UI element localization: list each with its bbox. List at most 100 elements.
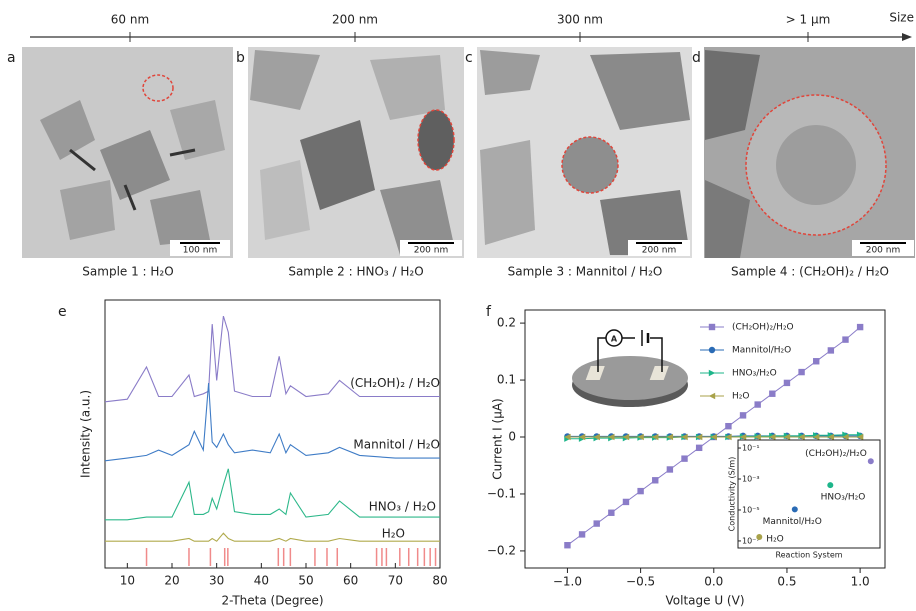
legend-label: HNO₃/H₂O: [732, 369, 777, 379]
x-tick-label: 1.0: [851, 575, 870, 589]
marker: [637, 487, 644, 495]
y-tick-label: 0.2: [497, 316, 516, 330]
legend-label: H₂O: [732, 392, 749, 402]
y-axis-label: Intensity (a.u.): [79, 390, 93, 478]
x-tick-label: 70: [388, 574, 403, 588]
panel-letter: c: [465, 50, 473, 66]
point-label: (CH₂OH)₂/H₂O: [805, 449, 867, 459]
caption: Sample 3 : Mannitol / H₂O: [508, 265, 663, 279]
caption: Sample 1 : H₂O: [82, 265, 173, 279]
plot-frame: [104, 299, 441, 569]
panel-letter: f: [486, 304, 492, 320]
marker: [798, 433, 805, 441]
size-label: 60 nm: [111, 13, 149, 27]
marker: [708, 323, 716, 331]
marker: [783, 379, 791, 387]
x-tick-label: 10: [120, 574, 135, 588]
point-label: H₂O: [766, 534, 783, 544]
x-tick-label: 50: [298, 574, 313, 588]
marker: [652, 477, 659, 484]
marker: [708, 392, 716, 400]
x-tick-label: 60: [343, 574, 358, 588]
x-tick-label: −0.5: [626, 575, 655, 589]
tem-image: [22, 47, 233, 258]
marker: [842, 336, 849, 343]
marker: [564, 542, 571, 549]
size-title: Size: [889, 11, 914, 25]
svg-text:A: A: [611, 335, 618, 344]
x-tick-label: 40: [254, 574, 269, 588]
y-tick-label: −0.1: [487, 486, 516, 500]
legend-label: Mannitol/H₂O: [732, 346, 791, 356]
size-label: 200 nm: [332, 13, 378, 27]
y-tick-label: 10⁻⁷: [742, 536, 760, 545]
series-label: HNO₃ / H₂O: [369, 500, 436, 514]
x-tick-label: 20: [164, 574, 179, 588]
point: [827, 482, 834, 489]
size-label: 300 nm: [557, 13, 603, 27]
caption: Sample 4 : (CH₂OH)₂ / H₂O: [731, 265, 889, 279]
marker: [578, 531, 586, 538]
marker: [695, 444, 703, 452]
x-tick-label: 0.0: [704, 575, 723, 589]
marker: [708, 346, 716, 354]
x-tick-label: 30: [209, 574, 224, 588]
marker: [856, 433, 864, 441]
device-schematic: A: [572, 329, 688, 407]
x-tick-label: −1.0: [553, 575, 582, 589]
marker: [666, 433, 674, 441]
marker: [593, 433, 600, 441]
size-arrow: [902, 33, 912, 41]
marker: [754, 433, 761, 441]
x-axis-label: 2-Theta (Degree): [221, 594, 323, 608]
marker: [578, 433, 586, 441]
panel-letter: e: [58, 304, 67, 320]
marker: [754, 401, 761, 408]
x-axis-label: Voltage U (V): [666, 594, 745, 608]
panel-letter: b: [236, 50, 245, 66]
marker: [695, 433, 703, 441]
marker: [739, 412, 747, 419]
scale-bar-label: 200 nm: [414, 246, 449, 256]
panel-letter: d: [692, 50, 701, 66]
y-tick-label: −0.2: [487, 543, 516, 557]
marker: [564, 433, 571, 441]
marker: [681, 455, 688, 462]
marker: [769, 390, 776, 397]
tem-image: [704, 47, 915, 258]
size-label: > 1 µm: [786, 13, 831, 27]
marker: [593, 520, 600, 527]
marker: [827, 347, 835, 354]
x-axis-label: Reaction System: [775, 551, 842, 560]
legend-label: (CH₂OH)₂/H₂O: [732, 323, 794, 333]
y-axis-label: Current I (µA): [491, 398, 505, 479]
marker: [827, 433, 835, 441]
y-tick-label: 10⁻⁵: [742, 505, 760, 514]
marker: [608, 509, 615, 516]
scale-bar-label: 200 nm: [642, 246, 677, 256]
marker: [608, 433, 615, 441]
plot-frame: [524, 309, 886, 569]
marker: [708, 369, 716, 377]
marker: [856, 323, 864, 331]
marker: [813, 433, 820, 441]
marker: [622, 498, 630, 506]
series-label: (CH₂OH)₂ / H₂O: [350, 376, 440, 390]
series-label: Mannitol / H₂O: [353, 438, 440, 452]
caption: Sample 2 : HNO₃ / H₂O: [288, 265, 423, 279]
marker: [725, 422, 732, 430]
marker: [652, 433, 659, 441]
xrd-trace: [104, 315, 440, 403]
point: [867, 458, 874, 465]
xrd-trace: [105, 532, 440, 542]
point: [791, 506, 798, 513]
marker: [798, 368, 805, 376]
y-tick-label: 10⁻¹: [742, 444, 760, 453]
series-label: H₂O: [382, 527, 405, 541]
tem-image: [477, 47, 692, 258]
scale-bar-label: 200 nm: [866, 246, 901, 256]
panel-letter: a: [7, 50, 16, 66]
y-tick-label: 0: [508, 430, 516, 444]
xrd-trace: [105, 468, 440, 521]
